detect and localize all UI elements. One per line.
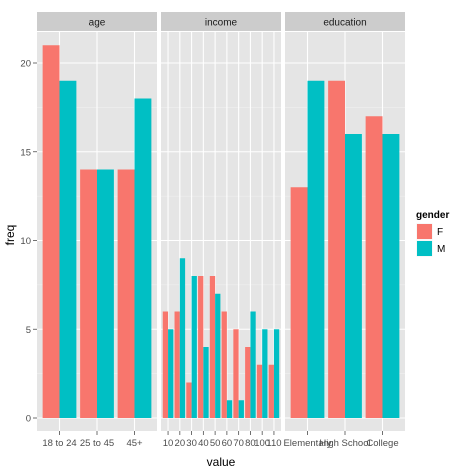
bar-age-M-1 [97, 169, 114, 418]
bar-income-F-9 [268, 364, 274, 418]
x-tick-label: 40 [198, 438, 209, 449]
bar-education-M-1 [345, 134, 362, 418]
bar-education-F-1 [328, 80, 346, 418]
legend: gender FM [415, 210, 449, 258]
bar-income-M-1 [179, 258, 186, 418]
bar-age-F-0 [42, 45, 60, 418]
facet-strip-label: income [205, 18, 238, 29]
bar-age-M-0 [59, 80, 77, 418]
y-tick-label: 10 [20, 236, 31, 247]
x-tick-label: 60 [222, 438, 233, 449]
bar-income-M-9 [273, 329, 280, 418]
x-tick-label: College [366, 438, 398, 449]
bar-income-F-5 [221, 311, 227, 418]
facet-strip-label: age [89, 18, 106, 29]
bar-income-F-2 [186, 382, 192, 418]
bar-income-M-6 [238, 400, 244, 418]
bar-income-F-7 [245, 347, 251, 418]
y-axis: 0 5 10 15 20 [20, 59, 37, 425]
facet-strip-label: education [323, 18, 366, 29]
x-tick-label: 25 to 45 [80, 438, 114, 449]
facet-strip-age [37, 12, 157, 31]
bars-layer [42, 45, 400, 418]
facet-strip-income [161, 12, 281, 31]
x-tick-label: Elementary [283, 438, 331, 449]
y-tick-label: 15 [20, 147, 31, 158]
bar-education-M-0 [307, 80, 325, 418]
bar-income-M-8 [262, 329, 268, 418]
bar-income-M-4 [215, 293, 221, 418]
y-axis-title: freq [3, 225, 17, 246]
legend-swatch-M [417, 241, 432, 256]
bar-income-F-1 [174, 311, 180, 418]
facet-strips: age income education [37, 12, 405, 31]
y-tick-label: 0 [26, 414, 31, 425]
x-axis: 18 to 24 25 to 45 45+ 10 20 30 40 50 60 70 8010011… [42, 431, 399, 449]
bar-income-M-0 [168, 329, 174, 418]
legend-label-M: M [437, 244, 445, 255]
bar-education-F-0 [290, 187, 308, 418]
y-tick-label: 5 [26, 325, 31, 336]
legend-title: gender [416, 210, 449, 221]
bar-age-M-2 [134, 98, 152, 418]
bar-income-F-3 [198, 276, 204, 418]
x-tick-label: 45+ [126, 438, 143, 449]
x-axis-title: value [207, 455, 236, 469]
legend-label-F: F [437, 227, 443, 238]
bar-education-F-2 [365, 116, 383, 418]
x-tick-label: 10 [163, 438, 174, 449]
bar-income-F-6 [233, 329, 239, 418]
x-tick-label: 20 [175, 438, 186, 449]
bar-income-M-3 [203, 347, 209, 418]
x-tick-label: 50 [210, 438, 221, 449]
bar-education-M-2 [382, 134, 400, 418]
bar-income-M-5 [226, 400, 233, 418]
x-tick-label: 30 [186, 438, 197, 449]
x-tick-label: 110 [266, 438, 281, 449]
facet-strip-education [285, 12, 405, 31]
legend-swatch-F [417, 224, 432, 239]
bar-income-F-0 [162, 311, 169, 418]
bar-age-F-2 [117, 169, 135, 418]
x-tick-label: 80 [245, 438, 256, 449]
x-tick-label: 70 [233, 438, 244, 449]
x-tick-label: High School [319, 438, 370, 449]
bar-income-F-4 [209, 276, 216, 418]
bar-income-M-7 [250, 311, 256, 418]
x-tick-label: 100 [254, 438, 270, 449]
bar-age-F-1 [80, 169, 98, 418]
bar-income-M-2 [191, 276, 197, 418]
bar-income-F-8 [256, 364, 263, 418]
y-tick-label: 20 [20, 59, 31, 70]
x-tick-label: 18 to 24 [42, 438, 76, 449]
